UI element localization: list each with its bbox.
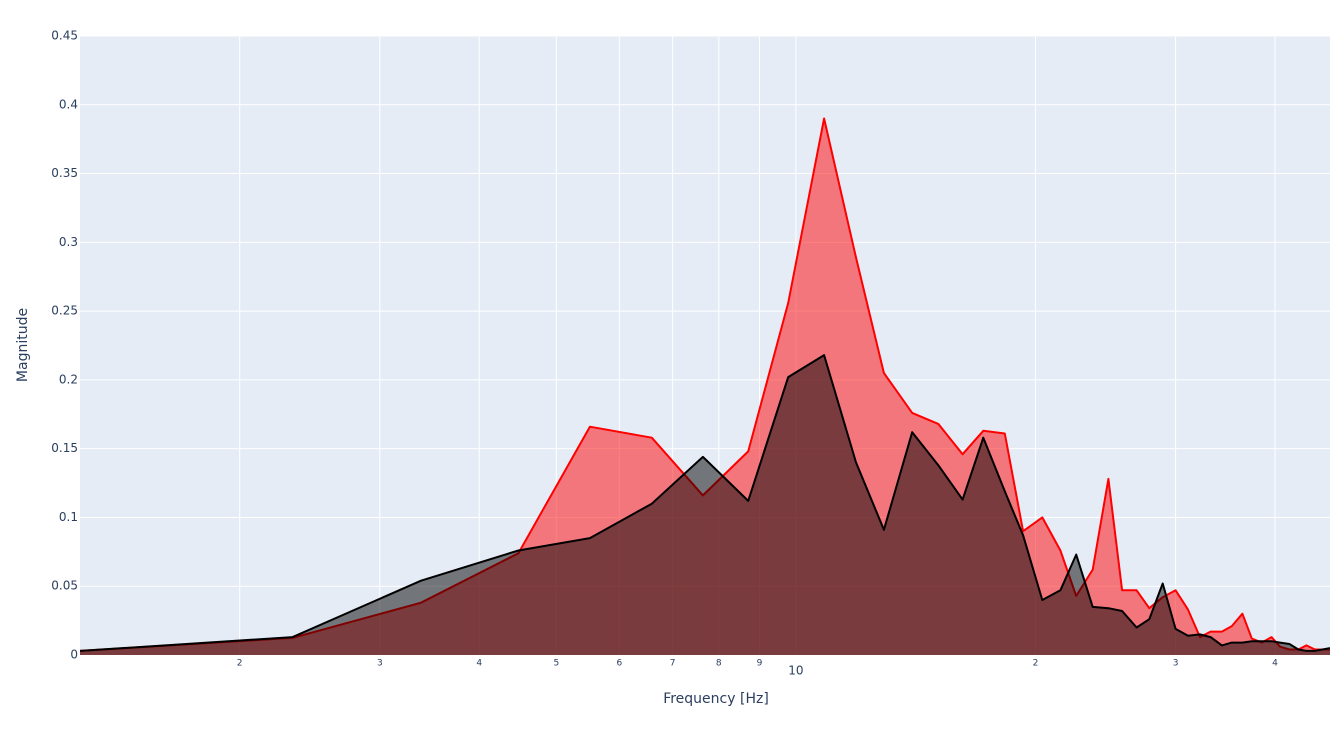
x-tick-label: 2 — [1033, 659, 1039, 669]
area-fill — [80, 355, 1330, 655]
x-tick-label: 4 — [1272, 659, 1278, 669]
y-tick-label: 0.25 — [51, 304, 78, 318]
x-tick-label: 8 — [716, 659, 722, 669]
x-tick-label: 6 — [616, 659, 622, 669]
y-tick-label: 0.3 — [59, 235, 78, 249]
x-tick-label: 3 — [377, 659, 383, 669]
y-tick-label: 0.4 — [59, 97, 78, 111]
y-tick-label: 0.1 — [59, 510, 78, 524]
y-tick-label: 0.45 — [51, 29, 78, 43]
x-tick-label: 4 — [476, 659, 482, 669]
y-tick-label: 0.2 — [59, 372, 78, 386]
x-tick-label: 2 — [237, 659, 243, 669]
y-tick-label: 0.35 — [51, 166, 78, 180]
x-tick-label: 3 — [1173, 659, 1179, 669]
x-tick-label: 10 — [788, 664, 803, 678]
y-tick-label: 0.05 — [51, 579, 78, 593]
area-line — [79, 354, 1330, 652]
x-axis-title: Frequency [Hz] — [663, 691, 769, 707]
x-tick-label: 5 — [553, 659, 559, 669]
y-tick-label: 0 — [70, 648, 78, 662]
x-tick-label: 9 — [757, 659, 763, 669]
x-tick-label: 7 — [670, 659, 676, 669]
y-tick-label: 0.15 — [51, 441, 78, 455]
y-axis-title: Magnitude — [15, 308, 31, 382]
